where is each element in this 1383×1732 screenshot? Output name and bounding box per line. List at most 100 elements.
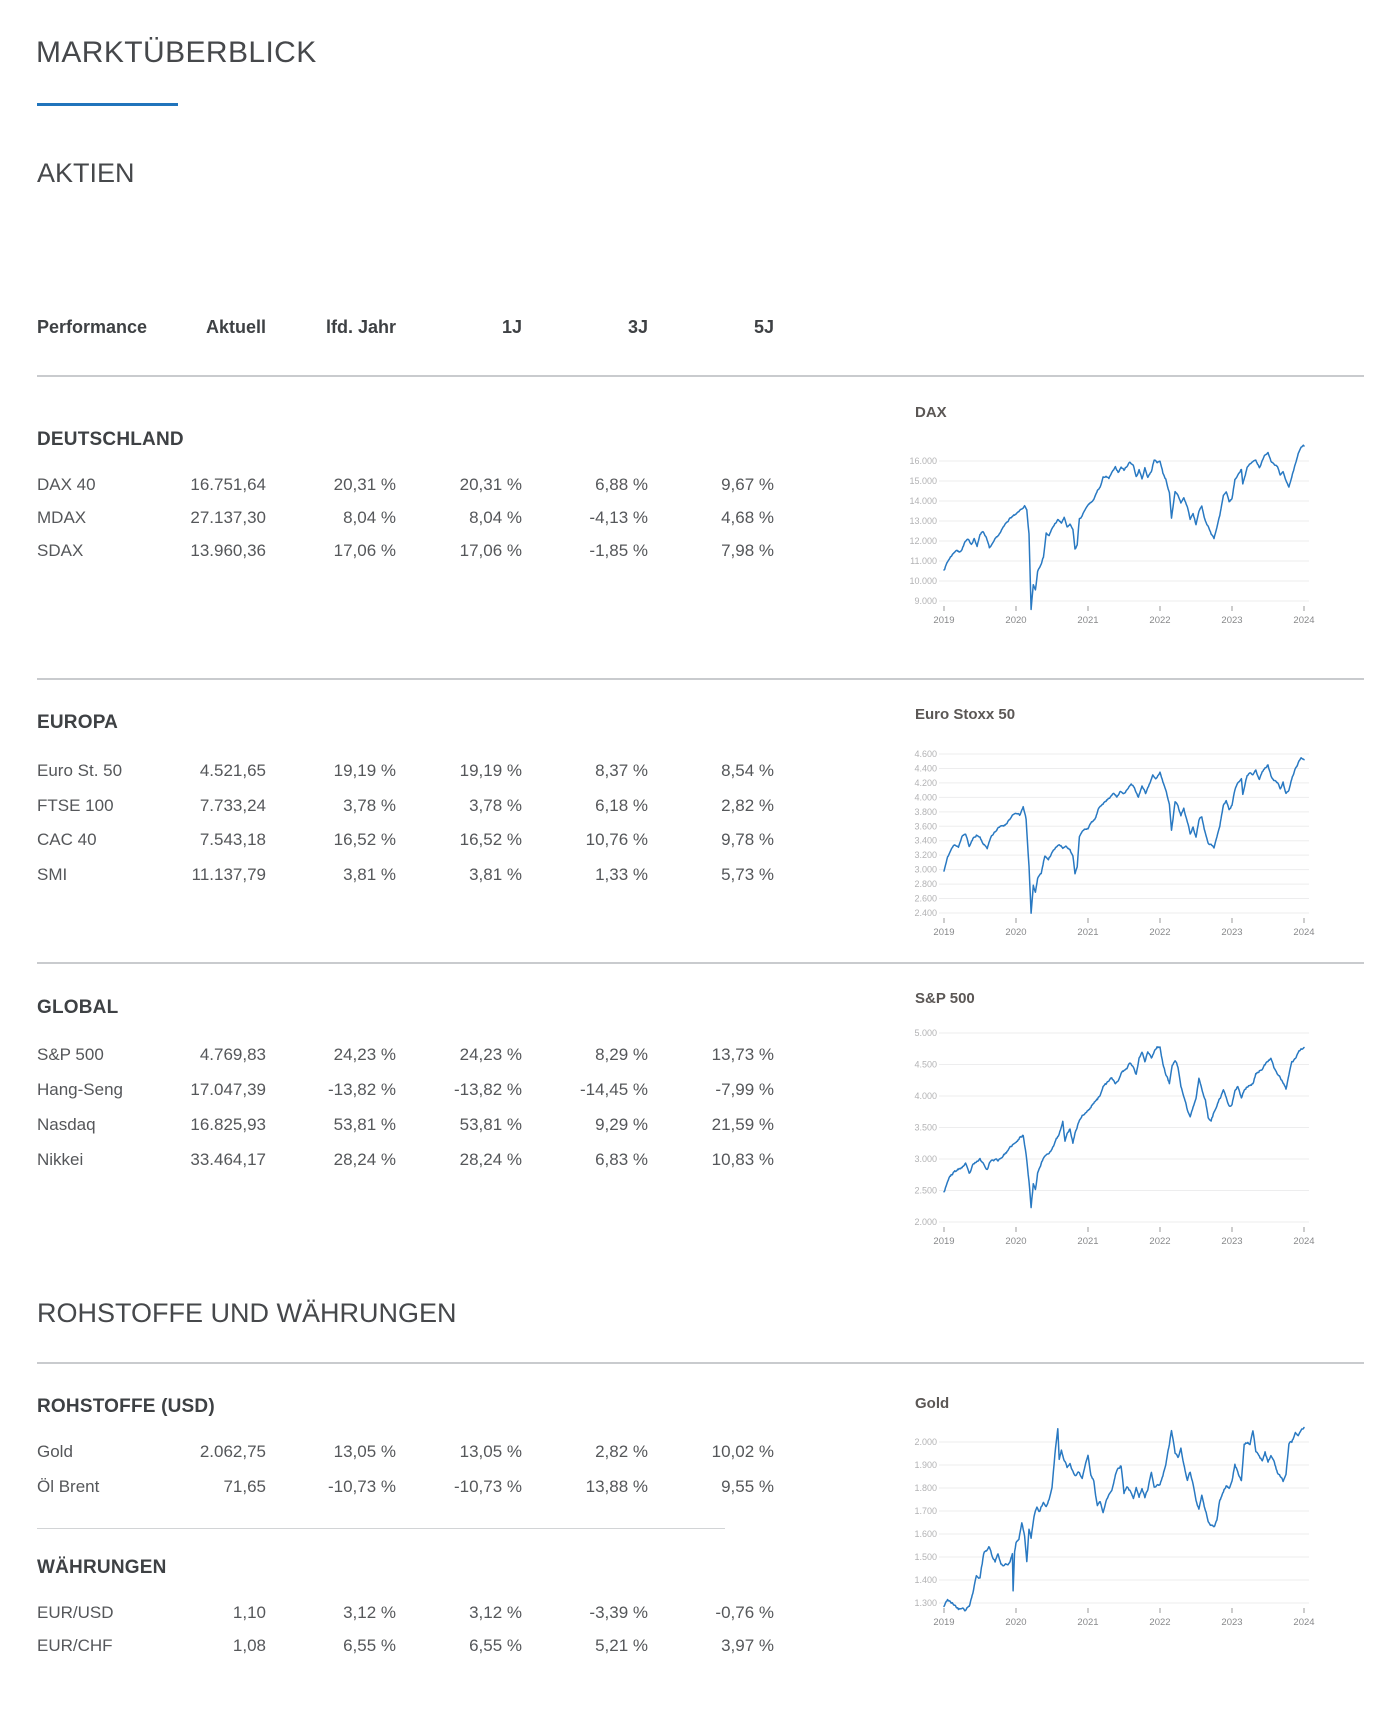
svg-text:16.000: 16.000 [909,456,937,466]
svg-text:2020: 2020 [1005,1617,1026,1628]
svg-text:2.800: 2.800 [914,879,937,889]
value-5j: 13,73 % [711,1045,774,1064]
value-3j: 9,29 % [595,1115,648,1134]
svg-text:4.000: 4.000 [914,792,937,802]
value-aktuell: 16.825,93 [190,1115,266,1134]
svg-text:1.900: 1.900 [914,1460,937,1470]
svg-text:4.500: 4.500 [914,1060,937,1070]
value-aktuell: 27.137,30 [190,508,266,527]
divider [37,678,1364,680]
instrument-label: Nikkei [37,1150,84,1169]
group-rows: S&P 500 4.769,83 24,23 % 24,23 % 8,29 % 13,73… [37,1037,774,1177]
value-3j: 13,88 % [585,1477,648,1496]
col-header-aktuell: Aktuell [205,317,266,337]
value-lfd-jahr: 8,04 % [343,508,396,527]
svg-text:2019: 2019 [933,927,954,938]
svg-text:2023: 2023 [1221,615,1242,626]
table-row: DAX 40 16.751,64 20,31 % 20,31 % 6,88 % 9,67 … [37,468,774,501]
table-row: FTSE 100 7.733,24 3,78 % 3,78 % 6,18 % 2,82 % [37,789,774,824]
svg-text:14.000: 14.000 [909,496,937,506]
svg-text:2021: 2021 [1077,1236,1098,1247]
svg-text:2022: 2022 [1149,1617,1170,1628]
svg-text:2023: 2023 [1221,927,1242,938]
value-5j: -7,99 % [715,1080,774,1099]
table-row: Nikkei 33.464,17 28,24 % 28,24 % 6,83 % 10,83… [37,1142,774,1177]
table-row: S&P 500 4.769,83 24,23 % 24,23 % 8,29 % 13,73… [37,1037,774,1072]
value-3j: 6,18 % [595,795,648,815]
svg-text:2019: 2019 [933,1236,954,1247]
svg-text:13.000: 13.000 [909,516,937,526]
instrument-label: FTSE 100 [37,795,114,815]
svg-text:1.700: 1.700 [914,1506,937,1516]
svg-text:2022: 2022 [1149,615,1170,626]
divider [37,375,1364,377]
group-rows: Euro St. 50 4.521,65 19,19 % 19,19 % 8,37 % 8… [37,754,774,893]
table-row: Hang-Seng 17.047,39 -13,82 % -13,82 % -14,45… [37,1072,774,1107]
svg-text:3.600: 3.600 [914,821,937,831]
svg-text:2020: 2020 [1005,927,1026,938]
value-lfd-jahr: 3,81 % [343,865,396,885]
value-lfd-jahr: 20,31 % [333,475,396,494]
svg-text:1.500: 1.500 [914,1552,937,1562]
euro-stoxx-50-price-chart: 2.400 2.600 2.800 3.000 3.200 3.400 3.600 3.800… [914,749,1314,938]
svg-text:2022: 2022 [1149,1236,1170,1247]
svg-text:4.600: 4.600 [914,749,937,759]
svg-text:11.000: 11.000 [910,556,937,566]
value-aktuell: 71,65 [223,1477,266,1496]
value-5j: 21,59 % [711,1115,774,1134]
divider [37,1362,1364,1364]
value-3j: 10,76 % [585,830,648,850]
instrument-label: DAX 40 [37,475,96,494]
instrument-label: CAC 40 [37,830,97,850]
divider [37,962,1364,964]
sp500-price-chart: 2.000 2.500 3.000 3.500 4.000 4.500 5.000 2019 2… [914,1028,1314,1247]
svg-text:4.000: 4.000 [914,1091,937,1101]
instrument-label: EUR/USD [37,1603,114,1622]
dax-line [943,444,1305,611]
value-lfd-jahr: 3,78 % [343,795,396,815]
svg-text:1.600: 1.600 [914,1529,937,1539]
table-header-row: Performance Aktuell lfd. Jahr 1J 3J 5J [37,317,774,338]
svg-text:4.200: 4.200 [914,778,937,788]
value-lfd-jahr: 53,81 % [333,1115,396,1134]
value-5j: 10,02 % [711,1442,774,1461]
group-rows: EUR/USD 1,10 3,12 % 3,12 % -3,39 % -0,76 % EUR… [37,1596,774,1662]
value-lfd-jahr: 6,55 % [343,1636,396,1655]
value-1j: 3,12 % [469,1603,522,1622]
value-5j: 10,83 % [711,1150,774,1169]
table-row: Öl Brent 71,65 -10,73 % -10,73 % 13,88 % 9,55… [37,1469,774,1504]
table-row: EUR/CHF 1,08 6,55 % 6,55 % 5,21 % 3,97 % [37,1629,774,1662]
table-row: SMI 11.137,79 3,81 % 3,81 % 1,33 % 5,73 % [37,858,774,893]
value-lfd-jahr: 17,06 % [333,541,396,560]
svg-text:3.500: 3.500 [914,1123,937,1133]
value-lfd-jahr: 19,19 % [333,761,396,780]
group-deutschland: DEUTSCHLAND DAX 40 16.751,64 20,31 % 20,31 … [37,429,774,567]
value-aktuell: 1,08 [232,1636,266,1655]
value-1j: 17,06 % [459,541,522,560]
svg-text:3.000: 3.000 [914,865,937,875]
value-1j: 8,04 % [469,508,522,527]
group-global: GLOBAL S&P 500 4.769,83 24,23 % 24,23 % 8,29… [37,997,774,1177]
value-3j: -4,13 % [589,508,648,527]
value-lfd-jahr: 13,05 % [333,1442,396,1461]
svg-text:2021: 2021 [1077,1617,1098,1628]
value-3j: -14,45 % [579,1080,648,1099]
value-5j: 4,68 % [721,508,774,527]
value-5j: 5,73 % [721,865,774,885]
value-3j: -1,85 % [589,541,648,560]
euro-stoxx-50-line [943,757,1305,914]
svg-text:5.000: 5.000 [914,1028,937,1038]
value-aktuell: 4.521,65 [199,761,266,780]
svg-text:2020: 2020 [1005,1236,1026,1247]
instrument-label: MDAX [37,508,87,527]
svg-text:3.000: 3.000 [914,1154,937,1164]
svg-text:2024: 2024 [1293,615,1314,626]
value-1j: 24,23 % [459,1045,522,1064]
group-heading: EUROPA [37,712,119,733]
group-heading: DEUTSCHLAND [37,429,184,450]
svg-text:3.400: 3.400 [914,836,937,846]
instrument-label: Hang-Seng [37,1080,124,1099]
group-heading: WÄHRUNGEN [37,1557,167,1578]
value-5j: 9,67 % [721,475,774,494]
section-title-aktien: AKTIEN [37,158,135,188]
